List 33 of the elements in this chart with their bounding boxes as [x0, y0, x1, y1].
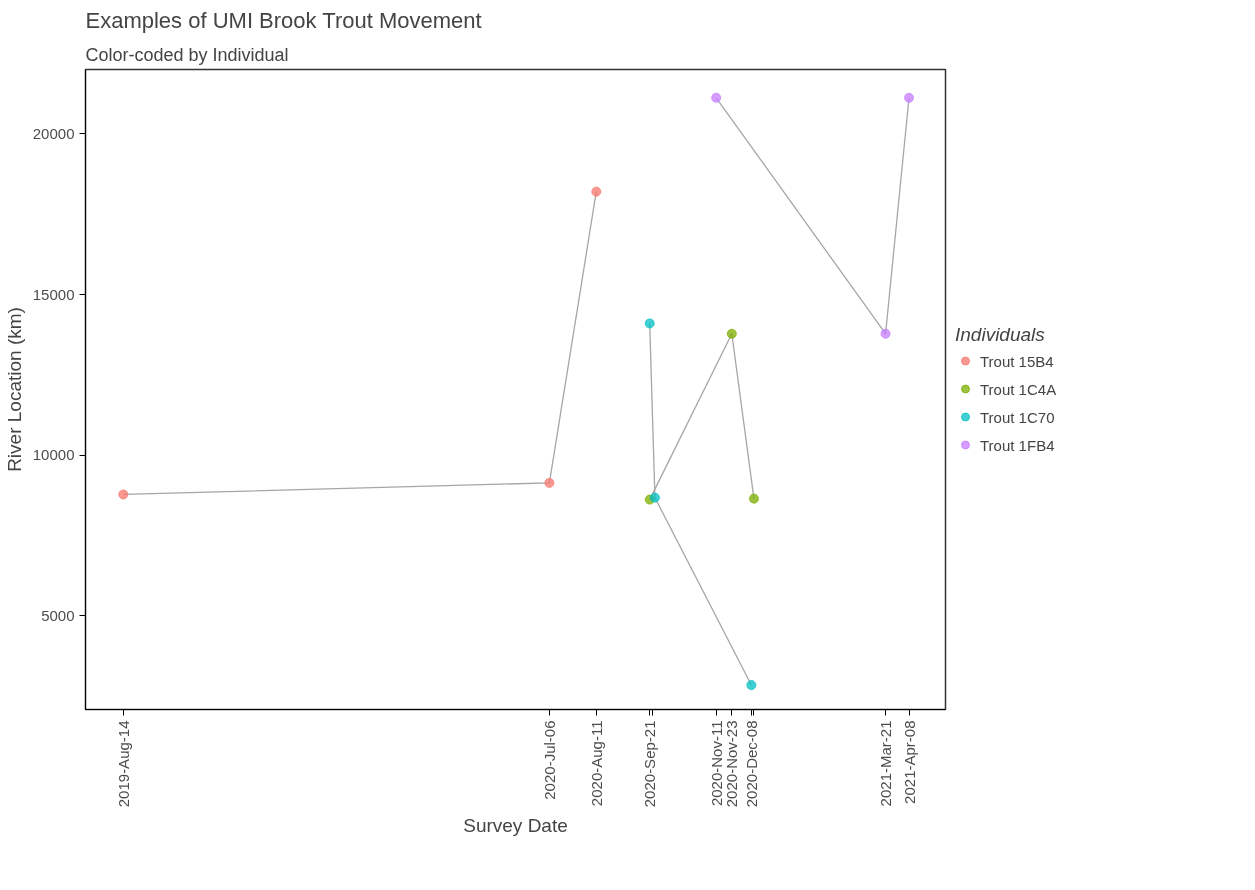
- legend-label: Trout 1C70: [980, 408, 1055, 425]
- point: [904, 92, 915, 103]
- point: [591, 186, 602, 197]
- point: [746, 680, 757, 691]
- legend-title: Individuals: [955, 323, 1046, 346]
- x-tick-label: 2020-Jul-06: [540, 720, 558, 800]
- legend-label: Trout 1C4A: [980, 380, 1057, 397]
- legend-label: Trout 1FB4: [980, 436, 1055, 453]
- x-tick-label: 2020-Nov-23: [723, 720, 741, 808]
- point: [649, 492, 660, 503]
- x-tick-label: 2020-Aug-11: [587, 720, 605, 807]
- point: [711, 92, 722, 103]
- chart-subtitle: Color-coded by Individual: [85, 44, 289, 65]
- chart-title: Examples of UMI Brook Trout Movement: [85, 7, 482, 33]
- point: [748, 493, 759, 504]
- x-tick-label: 2020-Nov-11: [707, 720, 725, 807]
- x-tick-label: 2020-Dec-08: [742, 720, 760, 808]
- y-axis-title: River Location (km): [3, 307, 25, 472]
- point: [644, 318, 655, 329]
- y-tick-label: 15000: [32, 285, 75, 303]
- y-tick-label: 20000: [32, 124, 75, 142]
- legend-label: Trout 15B4: [980, 352, 1054, 369]
- x-axis-title: Survey Date: [463, 815, 568, 837]
- y-tick-label: 5000: [41, 606, 75, 624]
- point: [544, 477, 555, 488]
- x-tick-label: 2019-Aug-14: [114, 720, 132, 808]
- x-tick-label: 2021-Mar-21: [877, 720, 895, 807]
- point: [880, 328, 891, 339]
- point: [726, 328, 737, 339]
- x-tick-label: 2020-Sep-21: [641, 720, 659, 808]
- x-tick-label: 2021-Apr-08: [900, 720, 918, 804]
- point: [118, 489, 129, 500]
- y-tick-label: 10000: [32, 446, 75, 464]
